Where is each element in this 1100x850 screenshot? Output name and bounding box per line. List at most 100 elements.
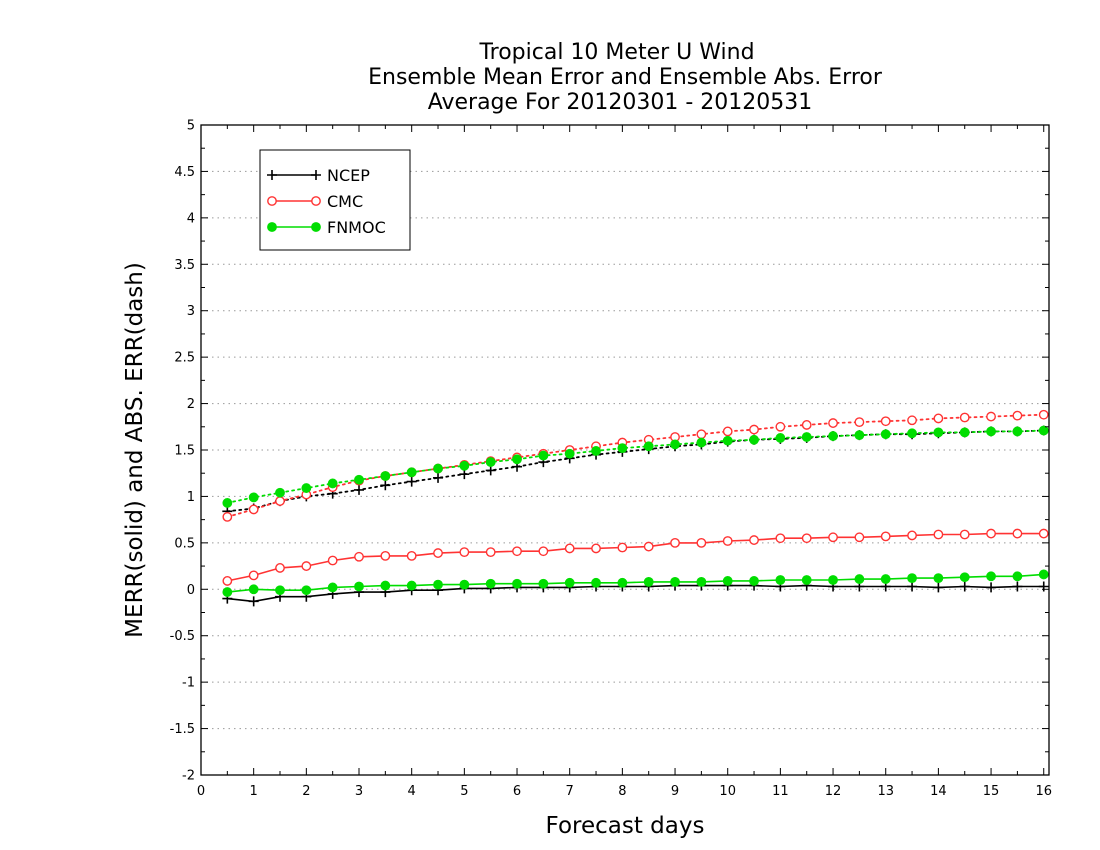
legend-box — [259, 149, 411, 251]
series-ncep-merr-point — [907, 581, 918, 592]
series-fnmoc-merr-point — [354, 581, 364, 592]
series-fnmoc-merr-point — [696, 576, 707, 587]
x-tick-label: 4 — [408, 784, 416, 799]
series-fnmoc-abs-err-point — [459, 460, 470, 471]
chart-title-line-2: Ensemble Mean Error and Ensemble Abs. Er… — [368, 65, 883, 90]
tick-labels: -2-1.5-1-0.500.511.522.533.544.550 1 2 3 4 5 6… — [170, 119, 1052, 800]
series-fnmoc-abs-err-point — [1038, 425, 1049, 436]
x-tick-label: 9 — [671, 784, 679, 799]
y-tick-label: 3.5 — [174, 258, 195, 273]
series-fnmoc-abs-err-point — [722, 435, 733, 446]
series-cmc-abs-err-point — [222, 511, 233, 522]
series-fnmoc-abs-err-point — [512, 454, 522, 465]
series-fnmoc-merr-point — [801, 575, 812, 585]
series-fnmoc-abs-err-point — [327, 478, 338, 489]
y-tick-label: -0.5 — [170, 629, 195, 644]
x-tick-label: 14 — [930, 784, 947, 799]
series-cmc-merr-point — [459, 547, 470, 558]
series-cmc-merr-point — [564, 543, 575, 554]
series-cmc-merr-point — [275, 563, 285, 573]
series-cmc-merr-point — [1012, 528, 1023, 539]
x-tick-label: 5 — [460, 784, 468, 799]
series-fnmoc-merr-point — [380, 580, 391, 591]
series-ncep-abs-err-point — [380, 480, 391, 491]
x-axis-title: Forecast days — [546, 813, 705, 839]
series-fnmoc-abs-err-point — [433, 463, 443, 474]
series-layer — [222, 409, 1049, 607]
x-tick-label: 16 — [1035, 784, 1052, 799]
series-cmc-merr-point — [696, 537, 707, 548]
series-cmc-merr-point — [880, 531, 891, 542]
series-fnmoc-merr-point — [564, 577, 575, 588]
series-fnmoc-merr-point — [1038, 569, 1049, 580]
y-tick-label: 2 — [187, 397, 195, 412]
series-fnmoc-merr-point — [617, 577, 628, 588]
series-ncep-merr-point — [1038, 581, 1049, 592]
series-cmc-merr-point — [617, 542, 628, 553]
y-tick-label: 1.5 — [174, 444, 195, 459]
series-fnmoc-abs-err-point — [354, 474, 364, 485]
series-fnmoc-abs-err-point — [222, 498, 233, 508]
series-cmc-abs-err-point — [749, 424, 759, 435]
series-ncep-abs-err-point — [406, 476, 417, 487]
series-fnmoc-merr-point — [828, 575, 838, 585]
series-cmc-merr-point — [327, 555, 338, 566]
y-tick-label: 0 — [187, 583, 195, 598]
series-cmc-abs-err-line — [226, 413, 1045, 518]
series-cmc-merr-point — [933, 529, 944, 540]
series-cmc-abs-err-point — [722, 426, 733, 437]
series-cmc-abs-err-point — [248, 504, 259, 515]
y-tick-label: 2.5 — [174, 351, 195, 366]
series-fnmoc-merr-point — [222, 587, 233, 597]
series-cmc-merr-point — [591, 543, 601, 554]
series-fnmoc-merr-point — [591, 577, 601, 588]
series-fnmoc-merr-point — [1012, 571, 1023, 582]
series-fnmoc-abs-err-point — [564, 448, 575, 459]
legend-label-ncep: NCEP — [327, 166, 370, 185]
series-fnmoc-abs-err-point — [696, 437, 707, 448]
series-fnmoc-abs-err-point — [380, 471, 391, 481]
series-fnmoc-abs-err-point — [854, 430, 865, 441]
series-cmc-merr-point — [222, 576, 233, 586]
series-fnmoc-merr-point — [459, 579, 470, 590]
series-fnmoc-abs-err-point — [301, 483, 312, 493]
x-tick-label: 15 — [983, 784, 1000, 799]
series-cmc-merr-point — [986, 528, 996, 539]
legend-item-cmc: CMC — [267, 192, 363, 211]
series-ncep-abs-err-point — [485, 465, 496, 476]
series-cmc-abs-err-point — [933, 413, 944, 424]
y-tick-label: 3 — [187, 304, 195, 319]
series-fnmoc-abs-err-point — [617, 443, 628, 454]
y-tick-label: 0.5 — [174, 536, 195, 551]
series-fnmoc-merr-point — [248, 584, 259, 595]
series-cmc-merr-point — [538, 546, 549, 557]
y-tick-label: -2 — [182, 769, 195, 784]
series-fnmoc-abs-err-point — [670, 439, 680, 450]
series-ncep-abs-err-point — [433, 472, 444, 483]
series-cmc-merr-point — [722, 536, 733, 546]
series-cmc-merr-point — [512, 546, 522, 557]
legend-marker-ncep — [311, 170, 321, 180]
series-fnmoc-merr-point — [327, 582, 338, 593]
x-tick-label: 12 — [825, 784, 842, 799]
chart-title-line-3: Average For 20120301 - 20120531 — [428, 90, 813, 115]
series-fnmoc-merr-point — [749, 576, 759, 586]
series-cmc-abs-err-point — [907, 415, 917, 426]
series-fnmoc-merr-point — [933, 573, 944, 584]
chart-title: Tropical 10 Meter U Wind Ensemble Mean E… — [368, 40, 883, 115]
series-fnmoc-abs-err-point — [591, 446, 601, 456]
x-tick-label: 11 — [772, 784, 789, 799]
series-fnmoc-merr-point — [301, 585, 312, 596]
series-cmc-merr-point — [380, 550, 391, 561]
series-cmc-merr-point — [959, 529, 970, 540]
series-cmc-abs-err-point — [696, 429, 707, 440]
series-fnmoc-merr-point — [275, 585, 285, 596]
x-tick-label: 8 — [618, 784, 626, 799]
series-cmc-abs-err-point — [1038, 409, 1049, 420]
y-tick-label: 5 — [187, 119, 195, 134]
series-fnmoc-merr-point — [722, 576, 733, 586]
series-ncep-merr-point — [248, 596, 259, 607]
series-cmc-merr-point — [406, 550, 417, 561]
series-cmc-abs-err-point — [854, 417, 865, 428]
